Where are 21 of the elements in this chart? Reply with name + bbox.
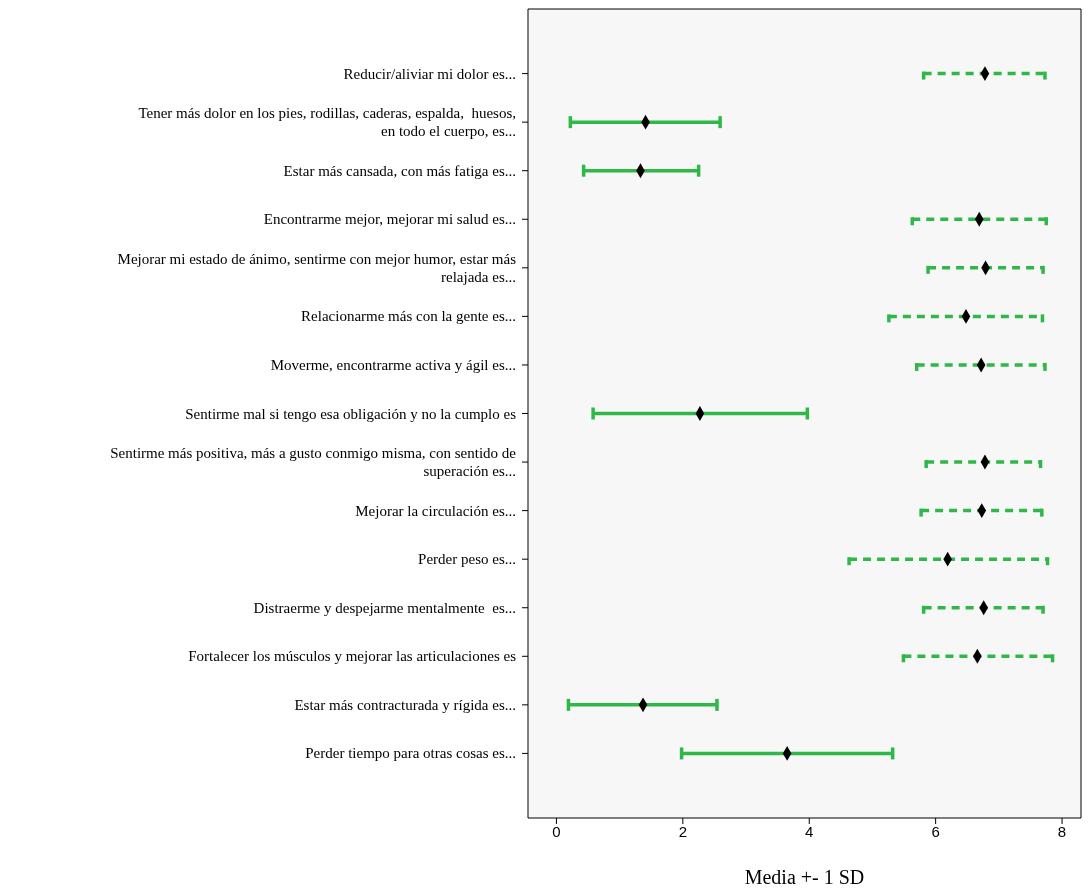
y-tick-label: Relacionarme más con la gente es... — [301, 308, 516, 325]
x-tick-label: 8 — [1057, 822, 1067, 840]
y-tick-label: Fortalecer los músculos y mejorar las articulaciones es — [188, 648, 517, 665]
y-tick-label: Estar más cansada, con más fatiga es... — [283, 162, 516, 179]
y-tick-label: Sentirme más positiva, más a gusto conmigo misma, con sentido de superación es... — [110, 445, 517, 480]
y-tick-label: Sentirme mal si tengo esa obligación y no la cumplo es — [185, 405, 517, 422]
y-tick-label: Mejorar la circulación es... — [355, 502, 516, 519]
x-tick-label: 0 — [552, 822, 561, 840]
y-tick-label: Encontrarme mejor, mejorar mi salud es... — [263, 211, 516, 228]
x-tick-label: 2 — [678, 822, 688, 840]
y-tick-label: Perder tiempo para otras cosas es... — [305, 745, 516, 762]
y-tick-label: Distraerme y despejarme mentalmente es... — [253, 599, 516, 616]
x-tick-label: 4 — [805, 822, 814, 840]
y-tick-label: Estar más contracturada y rígida es... — [294, 696, 516, 713]
y-tick-label: Mejorar mi estado de ánimo, sentirme con mejor humor, estar más relajada es... — [117, 250, 517, 285]
y-tick-label: Reducir/aliviar mi dolor es... — [343, 65, 516, 82]
y-tick-label: Tener más dolor en los pies, rodillas, caderas, espalda, huesos, en todo el cuerpo, es... — [138, 105, 516, 140]
x-axis-title: Media +- 1 SD — [744, 866, 865, 888]
y-tick-label: Perder peso es... — [418, 551, 516, 568]
x-tick-label: 6 — [931, 822, 940, 840]
y-tick-label: Moverme, encontrarme activa y ágil es... — [270, 356, 516, 373]
